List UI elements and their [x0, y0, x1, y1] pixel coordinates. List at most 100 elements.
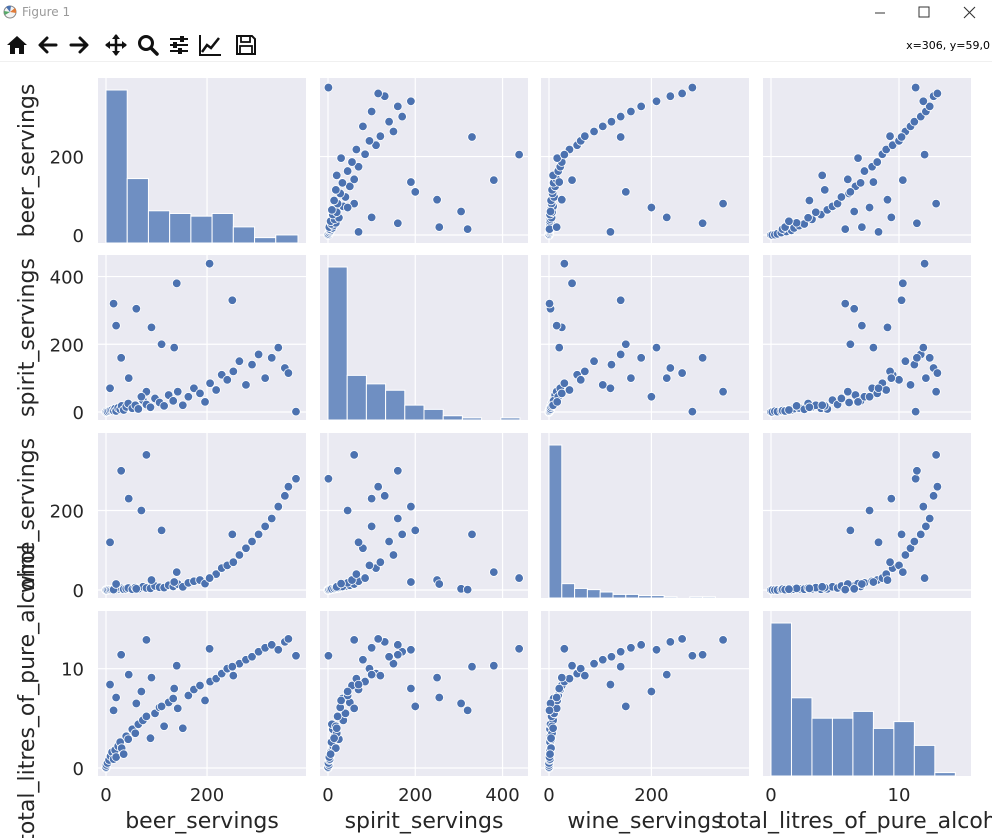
scatter-point — [853, 397, 863, 407]
scatter-point — [393, 513, 403, 524]
scatter-point — [606, 116, 617, 127]
forward-arrow-icon — [69, 36, 89, 54]
edit-axis-icon — [199, 35, 221, 56]
scatter-point — [919, 258, 930, 269]
pan-button[interactable] — [104, 33, 128, 57]
scatter-point — [159, 401, 169, 411]
scatter-point — [332, 170, 342, 181]
panel-total-litres-of-pure-alcohol-vs-spirit-servings — [320, 611, 528, 776]
scatter-point — [373, 88, 383, 99]
scatter-point — [353, 679, 364, 690]
scatter-point — [291, 474, 301, 484]
scatter-point — [173, 386, 183, 397]
scatter-point — [366, 493, 377, 504]
panel-wine-servings-vs-wine-servings — [541, 433, 749, 599]
minimize-button[interactable] — [857, 0, 903, 27]
scatter-point — [329, 195, 339, 206]
scatter-point — [253, 349, 264, 360]
scatter-point — [900, 550, 911, 560]
configure-subplots-button[interactable] — [167, 33, 191, 57]
scatter-point — [784, 584, 794, 594]
scatter-point — [580, 366, 590, 377]
scatter-point — [651, 96, 662, 106]
scatter-point — [373, 634, 383, 644]
x-tick-label: 0 — [543, 785, 554, 806]
edit-axis-button[interactable] — [198, 33, 222, 57]
scatter-point — [136, 505, 147, 516]
scatter-point — [323, 651, 334, 661]
back-button[interactable] — [36, 33, 60, 57]
scatter-point — [227, 295, 238, 305]
scatter-point — [564, 673, 575, 684]
scatter-point — [323, 474, 334, 484]
scatter-point — [130, 728, 141, 738]
panel-background — [541, 611, 749, 776]
panel-wine-servings-vs-spirit-servings — [320, 433, 528, 598]
scatter-point — [327, 205, 337, 215]
scatter-point — [576, 375, 586, 385]
scatter-point — [925, 353, 935, 363]
navigation-toolbar: x=306, y=59,0 — [0, 29, 992, 62]
scatter-point — [909, 536, 920, 547]
panel-beer-servings-vs-spirit-servings — [320, 78, 528, 243]
scatter-point — [342, 505, 353, 516]
scatter-point — [178, 723, 188, 733]
scatter-point — [687, 406, 698, 417]
forward-button[interactable] — [67, 33, 91, 57]
scatter-point — [900, 356, 911, 366]
scatter-point — [887, 140, 898, 150]
scatter-point — [260, 521, 270, 532]
scatter-point — [183, 392, 194, 402]
scatter-point — [615, 661, 626, 672]
scatter-point — [615, 111, 626, 122]
scatter-point — [665, 363, 676, 373]
maximize-button[interactable] — [901, 0, 947, 27]
scatter-point — [803, 213, 813, 223]
scatter-point — [872, 157, 882, 167]
scatter-point — [840, 224, 850, 234]
scatter-point — [375, 670, 386, 681]
scatter-point — [845, 339, 856, 349]
scatter-point — [606, 652, 617, 662]
home-button[interactable] — [5, 33, 29, 57]
scatter-point — [677, 368, 687, 378]
scatter-point — [489, 567, 499, 577]
scatter-point — [156, 525, 167, 536]
scatter-point — [200, 695, 210, 706]
scatter-point — [200, 397, 210, 407]
scatter-point — [621, 187, 631, 197]
scatter-point — [489, 175, 499, 185]
save-button[interactable] — [234, 33, 258, 57]
scatter-point — [145, 402, 156, 412]
panel-spirit-servings-vs-wine-servings — [541, 255, 749, 420]
scatter-point — [687, 651, 698, 661]
scatter-point — [353, 537, 364, 548]
scatter-point — [791, 583, 802, 594]
scatter-point — [156, 701, 167, 712]
scatter-point — [898, 567, 908, 577]
scatter-point — [886, 493, 897, 504]
panel-beer-servings-vs-beer-servings — [98, 78, 306, 244]
scatter-point — [557, 388, 567, 399]
home-icon — [7, 36, 27, 54]
panel-spirit-servings-vs-spirit-servings — [320, 255, 528, 421]
scatter-point — [172, 567, 182, 577]
scatter-point — [905, 380, 916, 390]
scatter-point — [467, 132, 477, 142]
close-button[interactable] — [946, 0, 992, 27]
scatter-point — [267, 513, 277, 524]
scatter-point — [882, 575, 893, 585]
scatter-point — [111, 320, 121, 331]
scatter-point — [393, 218, 403, 228]
scatter-point — [552, 397, 562, 407]
zoom-button[interactable] — [136, 33, 160, 57]
scatter-point — [817, 400, 827, 410]
scatter-point — [169, 683, 179, 694]
y-axis-label-wine-servings: wine_servings — [15, 438, 40, 593]
scatter-point — [554, 177, 564, 187]
scatter-point — [172, 278, 182, 289]
panel-background — [763, 78, 971, 243]
scatter-point — [456, 698, 466, 709]
scatter-point — [340, 708, 351, 719]
